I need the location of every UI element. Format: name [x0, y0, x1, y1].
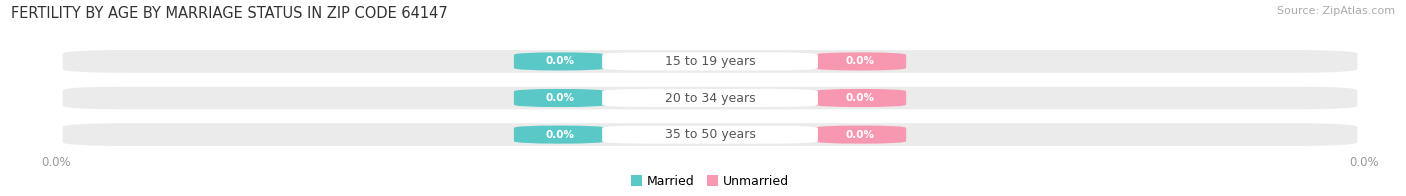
FancyBboxPatch shape: [602, 52, 818, 71]
Text: 35 to 50 years: 35 to 50 years: [665, 128, 755, 141]
FancyBboxPatch shape: [513, 52, 606, 71]
Text: 0.0%: 0.0%: [846, 93, 875, 103]
FancyBboxPatch shape: [513, 89, 606, 107]
Text: 15 to 19 years: 15 to 19 years: [665, 55, 755, 68]
FancyBboxPatch shape: [602, 125, 818, 144]
FancyBboxPatch shape: [63, 50, 1357, 73]
FancyBboxPatch shape: [63, 87, 1357, 109]
FancyBboxPatch shape: [63, 123, 1357, 146]
Text: 0.0%: 0.0%: [846, 56, 875, 66]
Text: FERTILITY BY AGE BY MARRIAGE STATUS IN ZIP CODE 64147: FERTILITY BY AGE BY MARRIAGE STATUS IN Z…: [11, 6, 449, 21]
Text: 0.0%: 0.0%: [846, 130, 875, 140]
FancyBboxPatch shape: [602, 89, 818, 107]
FancyBboxPatch shape: [814, 125, 907, 144]
Legend: Married, Unmarried: Married, Unmarried: [626, 170, 794, 193]
Text: Source: ZipAtlas.com: Source: ZipAtlas.com: [1277, 6, 1395, 16]
Text: 0.0%: 0.0%: [546, 93, 574, 103]
Text: 0.0%: 0.0%: [546, 130, 574, 140]
FancyBboxPatch shape: [814, 89, 907, 107]
FancyBboxPatch shape: [513, 125, 606, 144]
FancyBboxPatch shape: [814, 52, 907, 71]
Text: 20 to 34 years: 20 to 34 years: [665, 92, 755, 104]
Text: 0.0%: 0.0%: [546, 56, 574, 66]
